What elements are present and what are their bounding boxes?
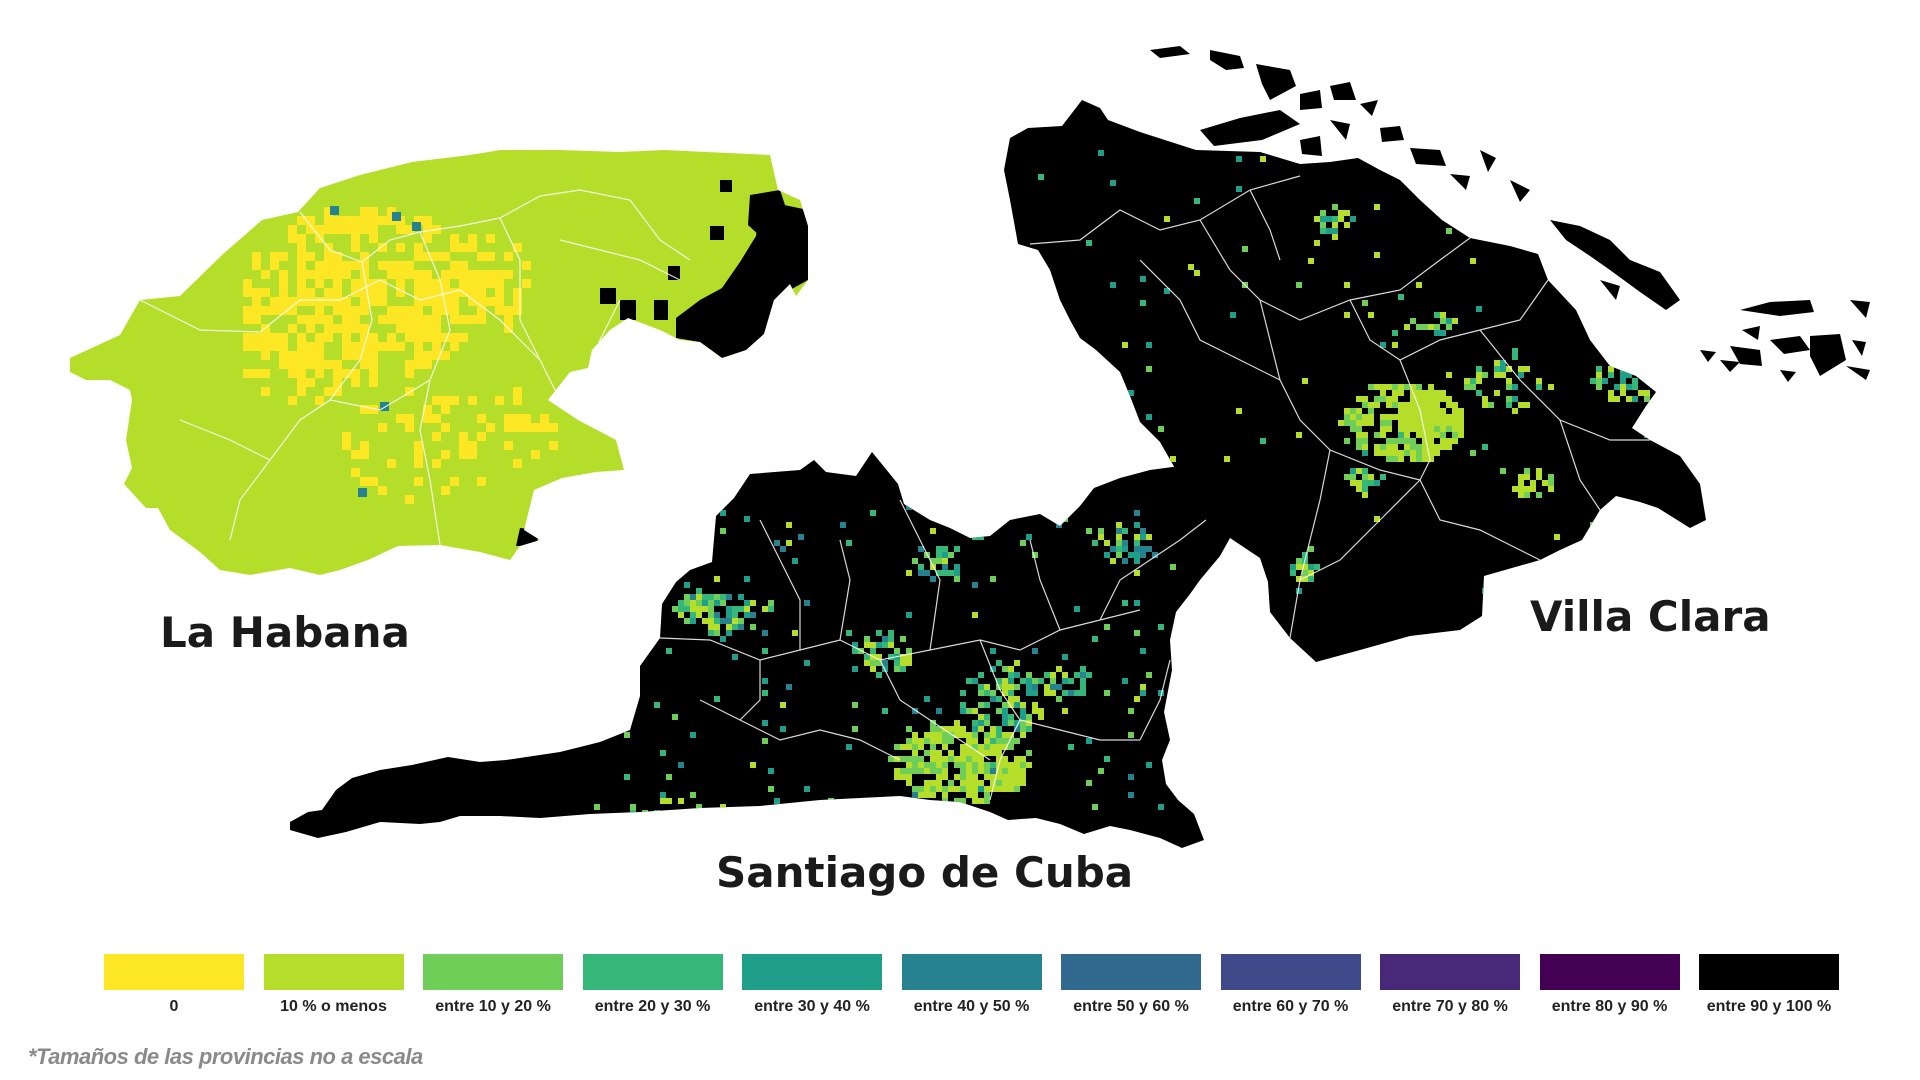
villa-clara-municipal-borders <box>1029 175 1650 639</box>
legend-item: entre 90 y 100 % <box>1699 954 1839 1016</box>
legend-swatch <box>1539 954 1680 990</box>
legend-swatch <box>1061 954 1201 990</box>
legend-item: entre 10 y 20 % <box>423 954 563 1016</box>
label-villa-clara: Villa Clara <box>1530 592 1771 641</box>
legend-item: entre 50 y 60 % <box>1061 954 1201 1016</box>
la-habana-zero-cells <box>243 206 558 504</box>
legend-item: entre 80 y 90 % <box>1539 954 1680 1016</box>
legend-swatch <box>263 954 404 990</box>
legend-swatch <box>104 954 244 990</box>
legend-item: 10 % o menos <box>263 954 404 1016</box>
legend-item: 0 <box>104 954 244 1016</box>
legend-label: 0 <box>169 998 179 1015</box>
legend-swatch <box>1220 954 1361 990</box>
legend-item: entre 60 y 70 % <box>1220 954 1361 1016</box>
label-la-habana: La Habana <box>160 608 410 657</box>
label-santiago-de-cuba: Santiago de Cuba <box>716 848 1134 897</box>
santiago-de-cuba-map <box>290 452 1230 848</box>
legend-label: entre 80 y 90 % <box>1551 998 1668 1015</box>
la-habana-map <box>70 150 808 575</box>
legend-label: entre 10 y 20 % <box>435 998 551 1015</box>
la-habana-municipal-borders <box>139 189 691 546</box>
legend-item: entre 30 y 40 % <box>742 954 882 1016</box>
legend-label: 10 % o menos <box>280 998 387 1015</box>
legend: 0 10 % o menos entre 10 y 20 % entre 20 y 3… <box>104 954 1844 1016</box>
legend-swatch <box>742 954 882 990</box>
legend-swatch <box>1380 954 1520 990</box>
legend-label: entre 70 y 80 % <box>1392 998 1508 1015</box>
villa-clara-province-shape <box>1004 100 1706 662</box>
santiago-de-cuba-low-class-cells <box>594 504 1182 828</box>
legend-label: entre 60 y 70 % <box>1232 998 1349 1015</box>
santiago-de-cuba-municipal-borders <box>659 499 1207 801</box>
legend-label: entre 20 y 30 % <box>594 998 711 1015</box>
legend-item: entre 20 y 30 % <box>582 954 723 1016</box>
footnote: *Tamaños de las provincias no a escala <box>28 1044 423 1069</box>
villa-clara-keys-islands <box>1150 46 1870 382</box>
legend-swatch <box>582 954 723 990</box>
legend-label: entre 40 y 50 % <box>913 998 1030 1015</box>
legend-label: entre 50 y 60 % <box>1073 998 1189 1015</box>
legend-item: entre 40 y 50 % <box>901 954 1042 1016</box>
la-habana-province-shape <box>70 150 808 575</box>
legend-swatch <box>1699 954 1839 990</box>
legend-item: entre 70 y 80 % <box>1380 954 1520 1016</box>
legend-swatch <box>423 954 563 990</box>
legend-swatch <box>901 954 1042 990</box>
legend-label: entre 90 y 100 % <box>1706 998 1832 1015</box>
legend-label: entre 30 y 40 % <box>754 998 870 1015</box>
